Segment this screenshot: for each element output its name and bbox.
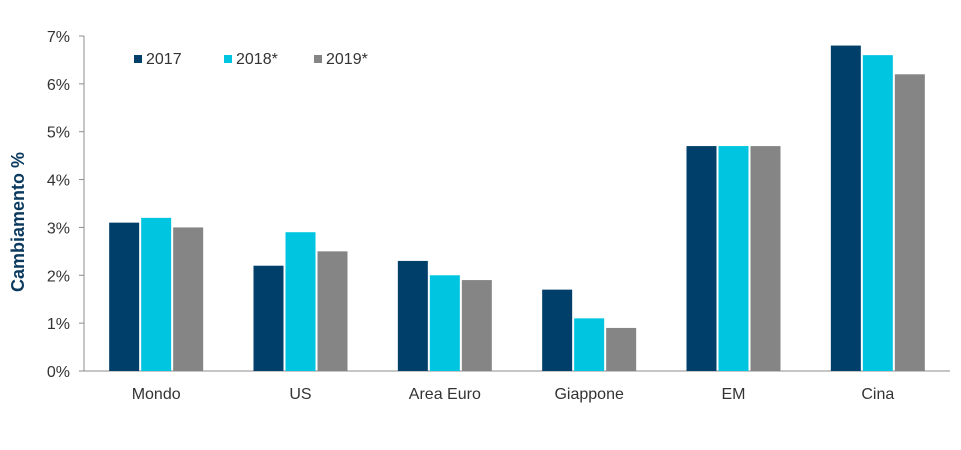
legend: 2017 2018* 2019* bbox=[134, 51, 368, 68]
legend-label: 2019* bbox=[326, 51, 368, 68]
y-tick-label: 1% bbox=[47, 316, 70, 333]
bar bbox=[429, 275, 460, 371]
bar bbox=[253, 265, 284, 371]
y-tick-label: 4% bbox=[47, 173, 70, 190]
bar bbox=[109, 222, 140, 371]
y-tick-label: 3% bbox=[47, 220, 70, 237]
bar bbox=[461, 280, 492, 371]
bar bbox=[285, 232, 316, 371]
legend-label: 2018* bbox=[236, 51, 278, 68]
y-tick-label: 5% bbox=[47, 125, 70, 142]
legend-label: 2017 bbox=[146, 51, 182, 68]
bar bbox=[173, 227, 204, 371]
bar bbox=[718, 146, 749, 371]
bar bbox=[542, 289, 573, 371]
bars bbox=[109, 45, 925, 372]
bar bbox=[894, 74, 925, 372]
bar bbox=[606, 327, 637, 371]
x-tick-label: Cina bbox=[861, 386, 894, 403]
bar bbox=[862, 55, 893, 372]
bar bbox=[686, 146, 717, 371]
x-tick-label: US bbox=[289, 386, 311, 403]
x-tick-label: Mondo bbox=[132, 386, 181, 403]
y-tick-label: 2% bbox=[47, 268, 70, 285]
bar bbox=[397, 260, 428, 371]
y-tick-label: 0% bbox=[47, 364, 70, 381]
axes bbox=[83, 36, 950, 372]
y-axis-label: Cambiamento % bbox=[8, 152, 28, 292]
bar bbox=[317, 251, 348, 371]
y-tick-label: 7% bbox=[47, 29, 70, 46]
x-tick-label: Area Euro bbox=[409, 386, 481, 403]
y-tick-labels: 0% 1% 2% 3% 4% 5% 6% 7% bbox=[47, 29, 84, 381]
legend-swatch bbox=[224, 55, 232, 63]
x-tick-labels: Mondo US Area Euro Giappone EM Cina bbox=[132, 386, 895, 403]
legend-swatch bbox=[134, 55, 142, 63]
y-tick-label: 6% bbox=[47, 77, 70, 94]
bar bbox=[830, 45, 861, 371]
bar bbox=[574, 318, 605, 371]
x-tick-label: Giappone bbox=[554, 386, 623, 403]
bar bbox=[750, 146, 781, 371]
x-tick-label: EM bbox=[722, 386, 746, 403]
legend-swatch bbox=[314, 55, 322, 63]
bar bbox=[141, 217, 172, 371]
